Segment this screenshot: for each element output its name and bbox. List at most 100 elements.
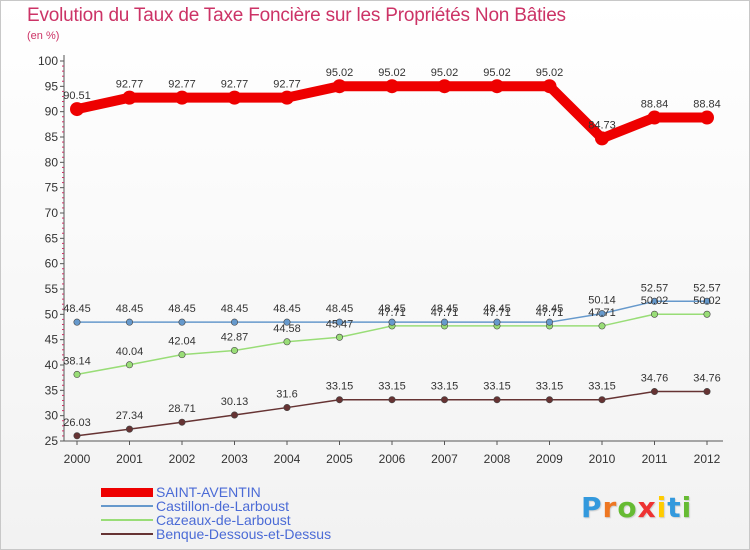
data-label: 52.57 <box>693 282 721 294</box>
data-point <box>73 370 81 378</box>
data-point <box>231 346 239 354</box>
data-label: 45.47 <box>326 318 354 330</box>
x-tick-label: 2010 <box>589 452 616 466</box>
data-label: 48.45 <box>536 303 564 315</box>
data-point <box>332 79 347 94</box>
y-tick-label: 60 <box>45 257 59 271</box>
y-unit-label: (en %) <box>27 30 60 42</box>
data-label: 84.73 <box>588 119 616 131</box>
data-label: 92.77 <box>273 79 301 91</box>
data-point <box>598 396 606 404</box>
data-label: 52.57 <box>641 282 669 294</box>
proxiti-logo: Proxiti <box>581 491 692 524</box>
logo-letter: P <box>581 491 603 524</box>
x-tick-label: 2012 <box>694 452 721 466</box>
data-label: 88.84 <box>693 99 721 111</box>
data-point <box>283 338 291 346</box>
data-point <box>440 396 448 404</box>
data-label: 95.02 <box>431 67 459 79</box>
data-label: 50.02 <box>641 295 669 307</box>
data-point <box>280 90 294 105</box>
data-point <box>227 90 242 105</box>
data-label: 33.15 <box>378 381 406 393</box>
x-tick-label: 2005 <box>326 452 353 466</box>
data-point <box>385 79 399 94</box>
data-point <box>493 318 501 326</box>
data-point <box>545 318 553 326</box>
y-tick-label: 55 <box>45 282 59 296</box>
data-label: 47.71 <box>536 307 564 319</box>
x-tick-label: 2011 <box>642 452 668 466</box>
data-label: 26.03 <box>63 417 91 429</box>
data-point <box>647 110 662 125</box>
y-tick-label: 70 <box>45 206 59 220</box>
data-label: 95.02 <box>483 67 511 79</box>
data-point <box>650 297 658 305</box>
legend-label: SAINT-AVENTIN <box>156 484 261 500</box>
data-label: 34.76 <box>693 373 721 385</box>
x-tick-label: 2000 <box>64 452 91 466</box>
data-point <box>231 411 239 419</box>
data-point <box>73 432 81 440</box>
data-label: 42.04 <box>168 336 196 348</box>
data-label: 48.45 <box>168 303 196 315</box>
x-tick-label: 2002 <box>169 452 196 466</box>
data-label: 92.77 <box>116 79 144 91</box>
data-label: 48.45 <box>221 303 249 315</box>
data-point <box>703 310 711 318</box>
data-label: 95.02 <box>326 67 354 79</box>
data-label: 48.45 <box>326 303 354 315</box>
y-tick-label: 65 <box>45 231 59 245</box>
data-point <box>283 318 291 326</box>
data-label: 48.45 <box>116 303 144 315</box>
data-label: 48.45 <box>431 303 459 315</box>
data-label: 48.45 <box>273 303 301 315</box>
data-point <box>70 102 84 117</box>
y-tick-label: 25 <box>45 434 59 448</box>
y-tick-label: 35 <box>45 383 59 397</box>
data-label: 33.15 <box>326 381 354 393</box>
data-point <box>283 404 291 412</box>
y-tick-label: 30 <box>45 409 59 423</box>
x-tick-label: 2003 <box>221 452 248 466</box>
data-label: 47.71 <box>483 307 511 319</box>
data-point <box>493 396 501 404</box>
data-label: 30.13 <box>221 396 249 408</box>
logo-letter: i <box>656 491 668 524</box>
data-label: 48.45 <box>378 303 406 315</box>
x-tick-label: 2001 <box>116 452 143 466</box>
data-point <box>178 318 186 326</box>
data-label: 47.71 <box>588 307 616 319</box>
data-label: 33.15 <box>483 381 511 393</box>
data-point <box>595 131 609 146</box>
data-label: 38.14 <box>63 355 91 367</box>
data-point <box>437 79 452 94</box>
data-point <box>700 110 714 125</box>
data-point <box>73 318 81 326</box>
data-label: 88.84 <box>641 99 669 111</box>
data-label: 50.14 <box>588 295 616 307</box>
data-label: 95.02 <box>536 67 564 79</box>
data-point <box>126 361 134 369</box>
data-point <box>175 90 189 105</box>
chart-title: Evolution du Taux de Taxe Foncière sur l… <box>27 5 566 26</box>
data-point <box>388 396 396 404</box>
data-label: 33.15 <box>588 381 616 393</box>
data-label: 48.45 <box>63 303 91 315</box>
data-point <box>388 318 396 326</box>
legend-swatch <box>101 505 153 507</box>
data-label: 27.34 <box>116 410 144 422</box>
y-tick-label: 75 <box>45 181 59 195</box>
data-point <box>598 322 606 330</box>
data-label: 40.04 <box>116 346 144 358</box>
y-tick-label: 40 <box>45 358 59 372</box>
data-label: 50.02 <box>693 295 721 307</box>
data-point <box>703 297 711 305</box>
x-tick-label: 2008 <box>484 452 511 466</box>
data-point <box>122 90 137 105</box>
data-label: 34.76 <box>641 373 669 385</box>
data-point <box>490 79 504 94</box>
legend-label: Castillon-de-Larboust <box>156 498 290 514</box>
